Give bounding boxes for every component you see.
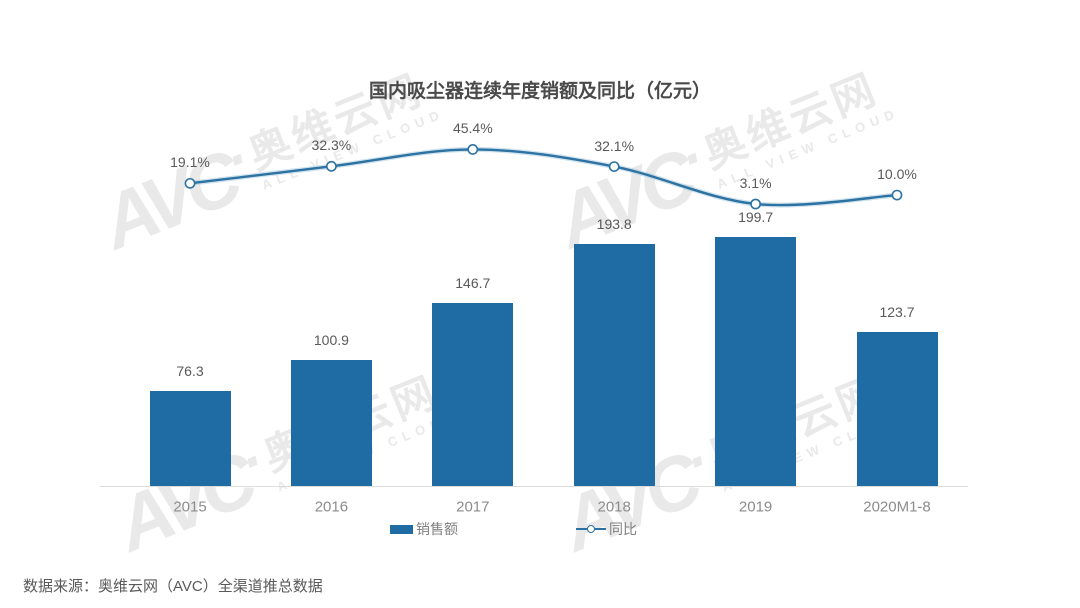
yoy-value-label: 45.4% xyxy=(452,120,493,137)
yoy-swatch-dot xyxy=(587,525,595,533)
legend-label-yoy: 同比 xyxy=(609,521,637,537)
legend-label-sales: 销售额 xyxy=(416,521,458,537)
bar-value-label: 76.3 xyxy=(176,362,204,379)
x-axis-label-2016: 2016 xyxy=(314,498,349,516)
yoy-marker-2020M1-8 xyxy=(891,189,903,201)
chart-title: 国内吸尘器连续年度销额及同比（亿元） xyxy=(368,81,711,102)
yoy-line xyxy=(189,148,898,207)
yoy-marker-2019 xyxy=(750,198,761,210)
x-axis-label-2019: 2019 xyxy=(738,498,773,516)
legend-item-yoy: 同比 xyxy=(576,520,637,538)
watermark-subtitle: ALL VIEW CLOUD xyxy=(259,105,447,193)
yoy-value-label: 19.1% xyxy=(170,154,210,171)
bar-2020M1-8 xyxy=(856,331,938,486)
source-note: 数据来源：奥维云网（AVC）全渠道推总数据 xyxy=(23,578,323,595)
bar-2019 xyxy=(715,236,797,486)
x-axis-label-2015: 2015 xyxy=(173,498,207,516)
bar-value-label: 146.7 xyxy=(455,275,491,292)
yoy-value-label: 32.1% xyxy=(594,137,635,154)
bar-value-label: 100.9 xyxy=(313,332,349,349)
yoy-marker-2016 xyxy=(325,160,337,172)
sales-swatch-icon xyxy=(390,524,413,534)
yoy-line-glow xyxy=(189,146,898,208)
x-axis-label-2017: 2017 xyxy=(456,498,490,516)
yoy-value-label: 3.1% xyxy=(739,175,772,191)
yoy-swatch-icon xyxy=(576,524,606,534)
yoy-value-label: 10.0% xyxy=(877,166,917,183)
yoy-marker-2018 xyxy=(608,161,620,172)
avc-logo-icon: AVC· xyxy=(89,127,253,267)
x-axis-label-2018: 2018 xyxy=(597,498,631,516)
yoy-marker-2015 xyxy=(184,177,196,189)
bar-2016 xyxy=(290,360,372,486)
bar-value-label: 123.7 xyxy=(879,303,915,320)
x-axis-line xyxy=(100,486,968,487)
bar-value-label: 199.7 xyxy=(738,208,774,225)
x-axis-label-2020M1-8: 2020M1-8 xyxy=(863,498,931,516)
yoy-marker-2017 xyxy=(467,144,479,155)
bar-2018 xyxy=(573,244,655,486)
bar-value-label: 193.8 xyxy=(596,216,632,233)
legend-item-sales: 销售额 xyxy=(390,520,458,538)
bar-2017 xyxy=(432,303,514,486)
bar-2015 xyxy=(149,390,231,486)
yoy-value-label: 32.3% xyxy=(311,137,352,154)
